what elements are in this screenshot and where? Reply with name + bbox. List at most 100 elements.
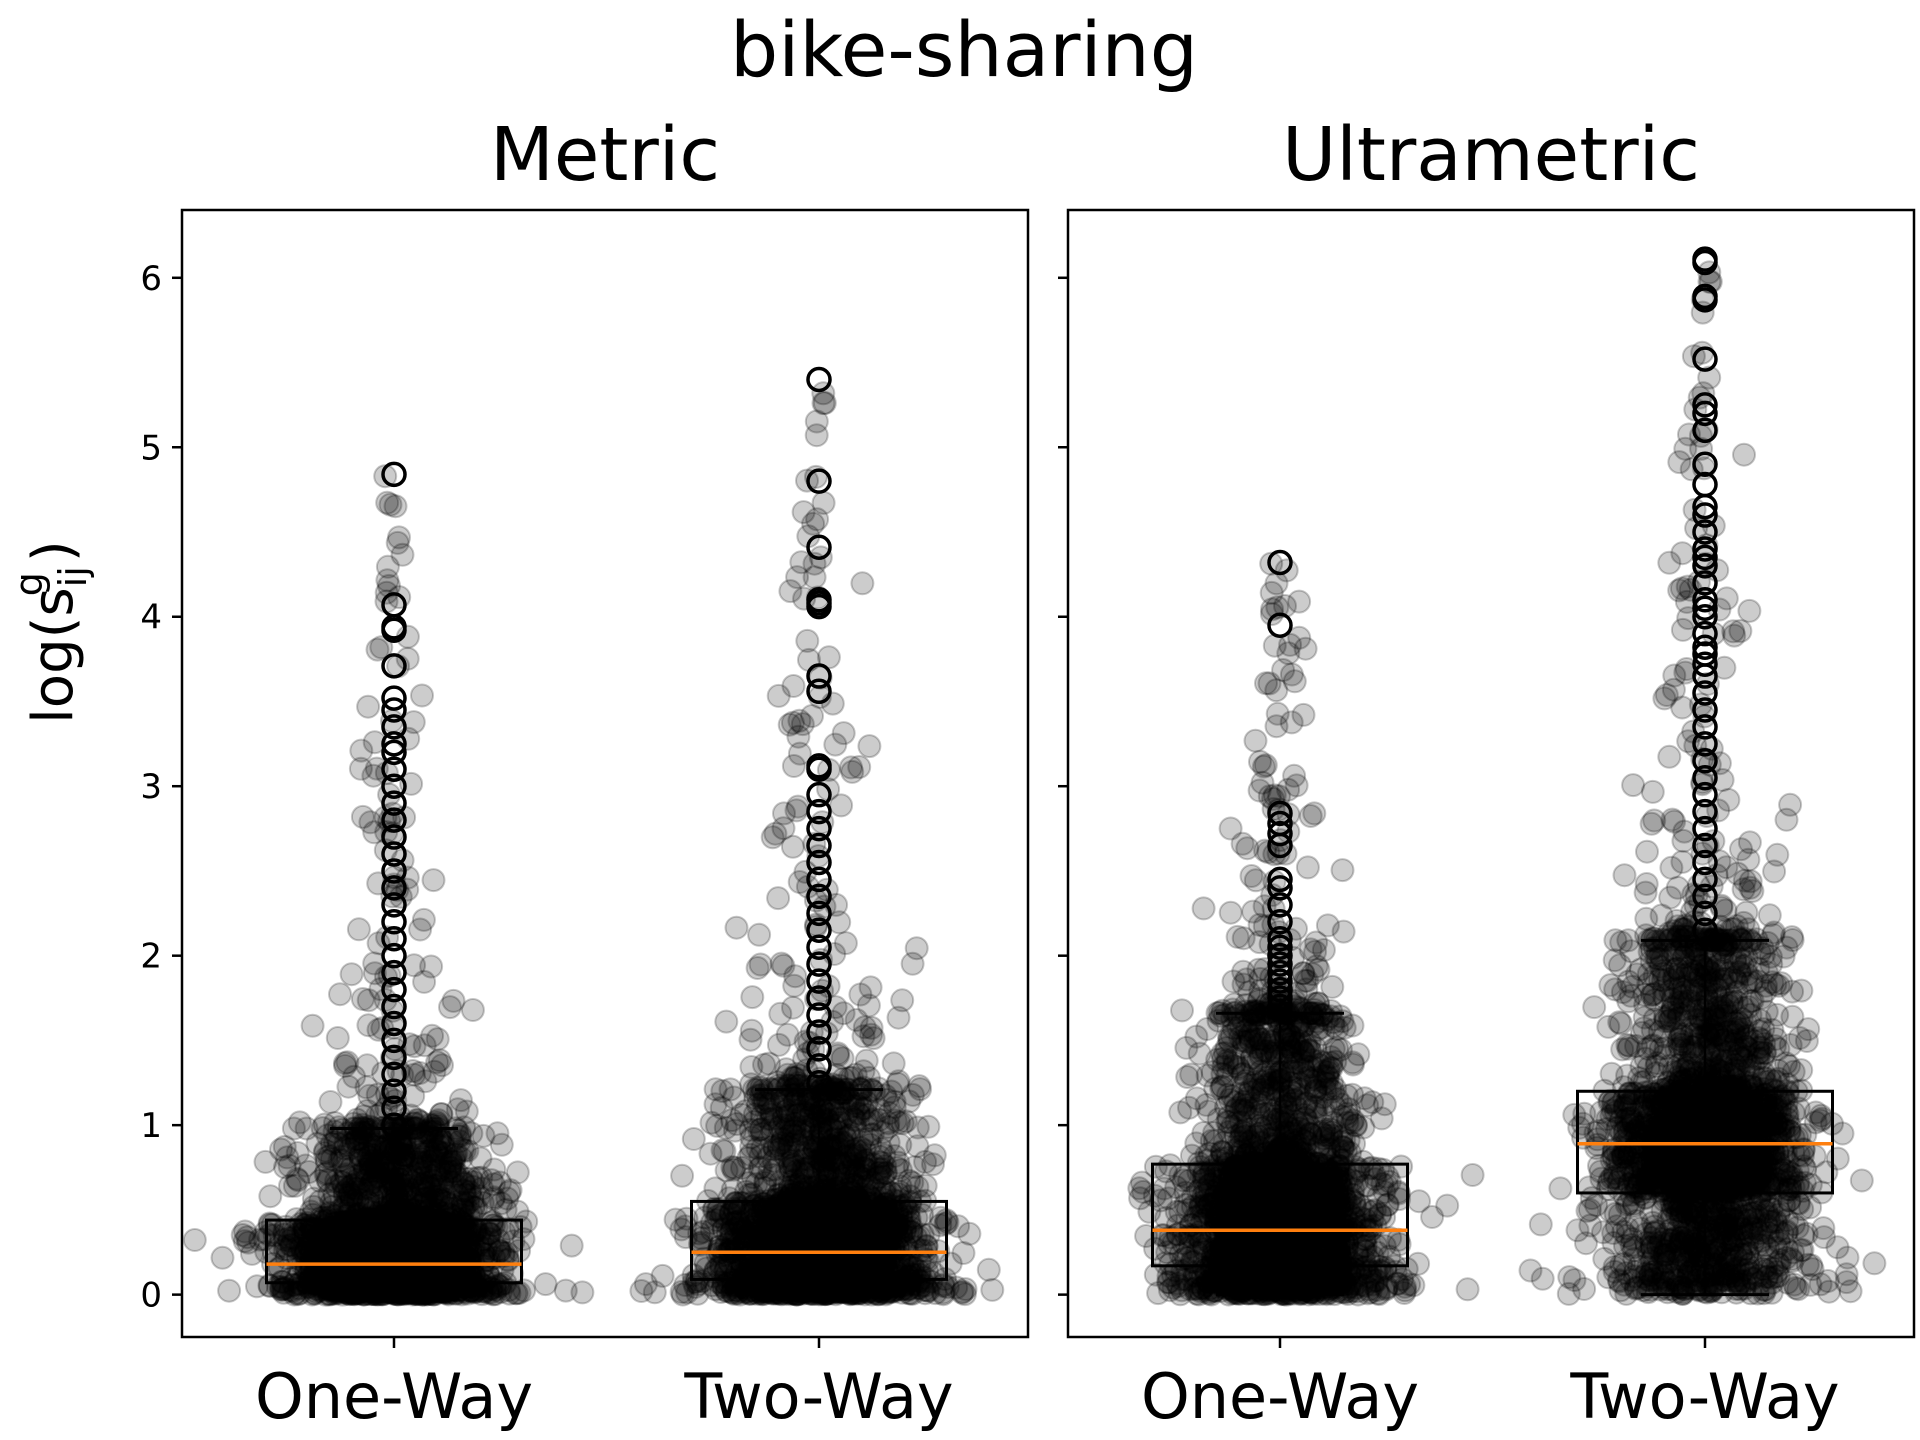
data-point [409, 1172, 433, 1197]
data-point [390, 1247, 415, 1272]
data-point [420, 1221, 445, 1246]
data-point [377, 1221, 402, 1246]
data-point [314, 1145, 339, 1170]
data-point [430, 1053, 454, 1078]
data-point [287, 1110, 312, 1135]
data-point [429, 1177, 454, 1202]
data-point [477, 1221, 502, 1246]
data-point [258, 1212, 282, 1237]
data-point [379, 1137, 403, 1162]
data-point [426, 1199, 451, 1224]
data-point [339, 1237, 364, 1262]
data-point [363, 1237, 388, 1262]
data-point [443, 1173, 468, 1198]
data-point [406, 1139, 431, 1164]
data-point [360, 1142, 385, 1167]
data-point [318, 1090, 343, 1114]
data-point [879, 1079, 904, 1104]
data-point [766, 1032, 791, 1057]
data-point [469, 1279, 494, 1304]
data-point [445, 1097, 470, 1122]
data-point [427, 1187, 452, 1212]
y-axis-label: log(sijg) [7, 540, 95, 724]
data-point [312, 1272, 337, 1297]
data-point [322, 1231, 347, 1256]
data-point [387, 1222, 411, 1246]
data-point [489, 1191, 514, 1216]
data-point [857, 734, 882, 759]
data-point [399, 1227, 424, 1252]
data-point [418, 1154, 443, 1178]
data-point [444, 1211, 469, 1236]
y-tick-label: 6 [140, 259, 162, 299]
data-point [408, 1155, 433, 1180]
data-point [335, 1278, 360, 1303]
data-point [339, 1187, 364, 1211]
data-point [293, 1153, 318, 1178]
data-point [356, 694, 381, 719]
y-tick-label: 4 [140, 598, 162, 638]
data-point [406, 1273, 431, 1298]
data-point [355, 1053, 380, 1078]
data-point [363, 1267, 387, 1292]
data-point [356, 1189, 381, 1214]
data-point [258, 1184, 283, 1209]
data-point [301, 1194, 326, 1219]
data-point [778, 579, 803, 604]
data-point [336, 1074, 361, 1099]
data-point [840, 759, 865, 784]
data-point [423, 1204, 448, 1229]
data-point [428, 1254, 453, 1279]
data-point [328, 982, 352, 1007]
data-point [324, 1174, 349, 1199]
data-point [383, 1222, 408, 1247]
y-tick-label: 1 [140, 1106, 162, 1146]
data-point [477, 1265, 502, 1289]
data-point [403, 1255, 428, 1280]
data-point [355, 1274, 380, 1299]
data-point [432, 1204, 457, 1229]
data-point [376, 1227, 401, 1252]
data-point [497, 1180, 522, 1205]
data-point [356, 988, 381, 1013]
data-point [360, 1169, 385, 1194]
data-point [629, 1279, 654, 1303]
data-point [326, 1281, 350, 1305]
data-point [332, 1180, 357, 1205]
panel-title: Metric [490, 112, 720, 198]
data-point [400, 1237, 425, 1262]
data-point [333, 1221, 358, 1246]
data-point [426, 1114, 451, 1138]
data-point [390, 542, 415, 567]
data-point [360, 1268, 385, 1293]
data-point [394, 1235, 418, 1260]
data-point [289, 1236, 314, 1261]
data-point [748, 952, 773, 977]
data-point [385, 530, 410, 555]
data-point [411, 907, 436, 932]
data-point [714, 1009, 739, 1034]
data-point [467, 1223, 492, 1247]
data-point [437, 1274, 462, 1299]
data-point [492, 1220, 517, 1245]
data-point [411, 1172, 436, 1197]
data-point [404, 1135, 429, 1160]
data-point [413, 1224, 438, 1249]
data-point [781, 754, 806, 778]
data-point [458, 1278, 483, 1303]
y-tick-label: 0 [140, 1276, 162, 1316]
data-point [451, 1171, 476, 1196]
data-point [444, 1141, 469, 1166]
data-point [400, 1228, 425, 1253]
data-point [320, 1249, 345, 1274]
data-point [415, 1118, 440, 1143]
data-point [346, 1237, 371, 1262]
data-point [831, 721, 856, 746]
data-point [375, 554, 400, 579]
data-point [471, 1123, 496, 1148]
data-point [771, 953, 796, 978]
data-point [370, 1217, 395, 1241]
data-point [811, 490, 836, 515]
